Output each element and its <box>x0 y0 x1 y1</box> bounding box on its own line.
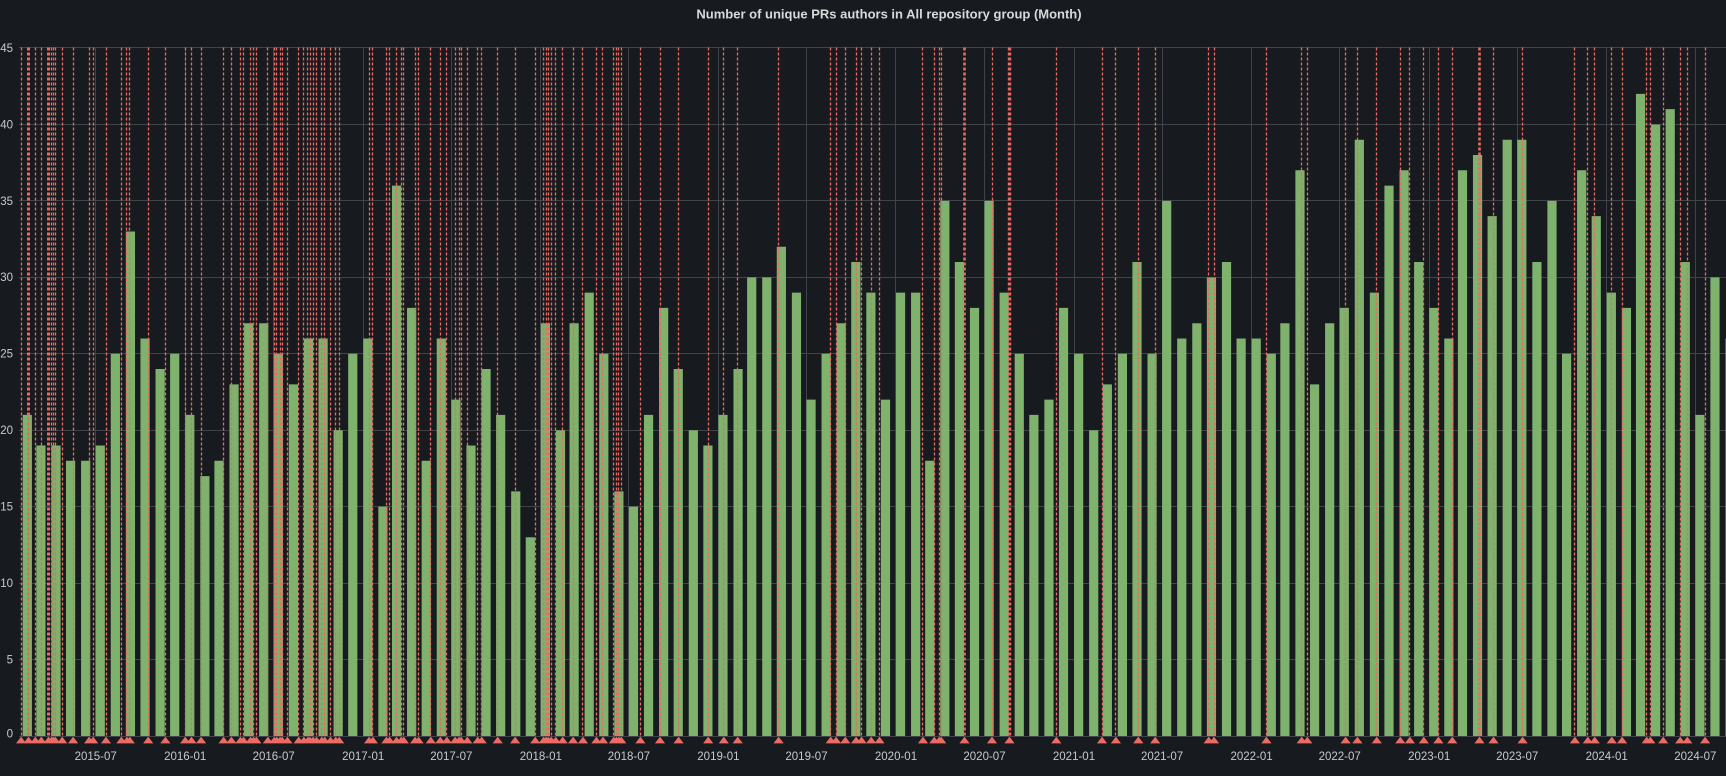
svg-text:2024-01: 2024-01 <box>1586 751 1628 763</box>
svg-text:2023-07: 2023-07 <box>1496 751 1538 763</box>
svg-text:25: 25 <box>0 349 13 361</box>
svg-text:2019-01: 2019-01 <box>697 751 739 763</box>
svg-text:10: 10 <box>0 578 13 590</box>
svg-text:2023-01: 2023-01 <box>1408 751 1450 763</box>
svg-text:30: 30 <box>0 272 13 284</box>
svg-text:2021-07: 2021-07 <box>1141 751 1183 763</box>
svg-text:2020-07: 2020-07 <box>963 751 1005 763</box>
svg-text:2019-07: 2019-07 <box>785 751 827 763</box>
svg-text:2024-07: 2024-07 <box>1674 751 1716 763</box>
svg-text:2018-07: 2018-07 <box>608 751 650 763</box>
svg-text:0: 0 <box>7 729 13 741</box>
svg-text:2018-01: 2018-01 <box>520 751 562 763</box>
svg-text:5: 5 <box>7 655 13 667</box>
svg-text:35: 35 <box>0 196 13 208</box>
svg-text:2016-07: 2016-07 <box>253 751 295 763</box>
svg-text:15: 15 <box>0 502 13 514</box>
svg-text:2020-01: 2020-01 <box>875 751 917 763</box>
svg-text:20: 20 <box>0 425 13 437</box>
svg-text:2017-01: 2017-01 <box>342 751 384 763</box>
svg-text:2022-01: 2022-01 <box>1230 751 1272 763</box>
svg-text:40: 40 <box>0 119 13 131</box>
svg-text:2021-01: 2021-01 <box>1053 751 1095 763</box>
svg-text:2015-07: 2015-07 <box>75 751 117 763</box>
svg-text:Number of unique PRs authors i: Number of unique PRs authors in All repo… <box>696 7 1081 22</box>
svg-text:2017-07: 2017-07 <box>430 751 472 763</box>
svg-text:45: 45 <box>0 43 13 55</box>
svg-text:2022-07: 2022-07 <box>1319 751 1361 763</box>
svg-text:2016-01: 2016-01 <box>164 751 206 763</box>
